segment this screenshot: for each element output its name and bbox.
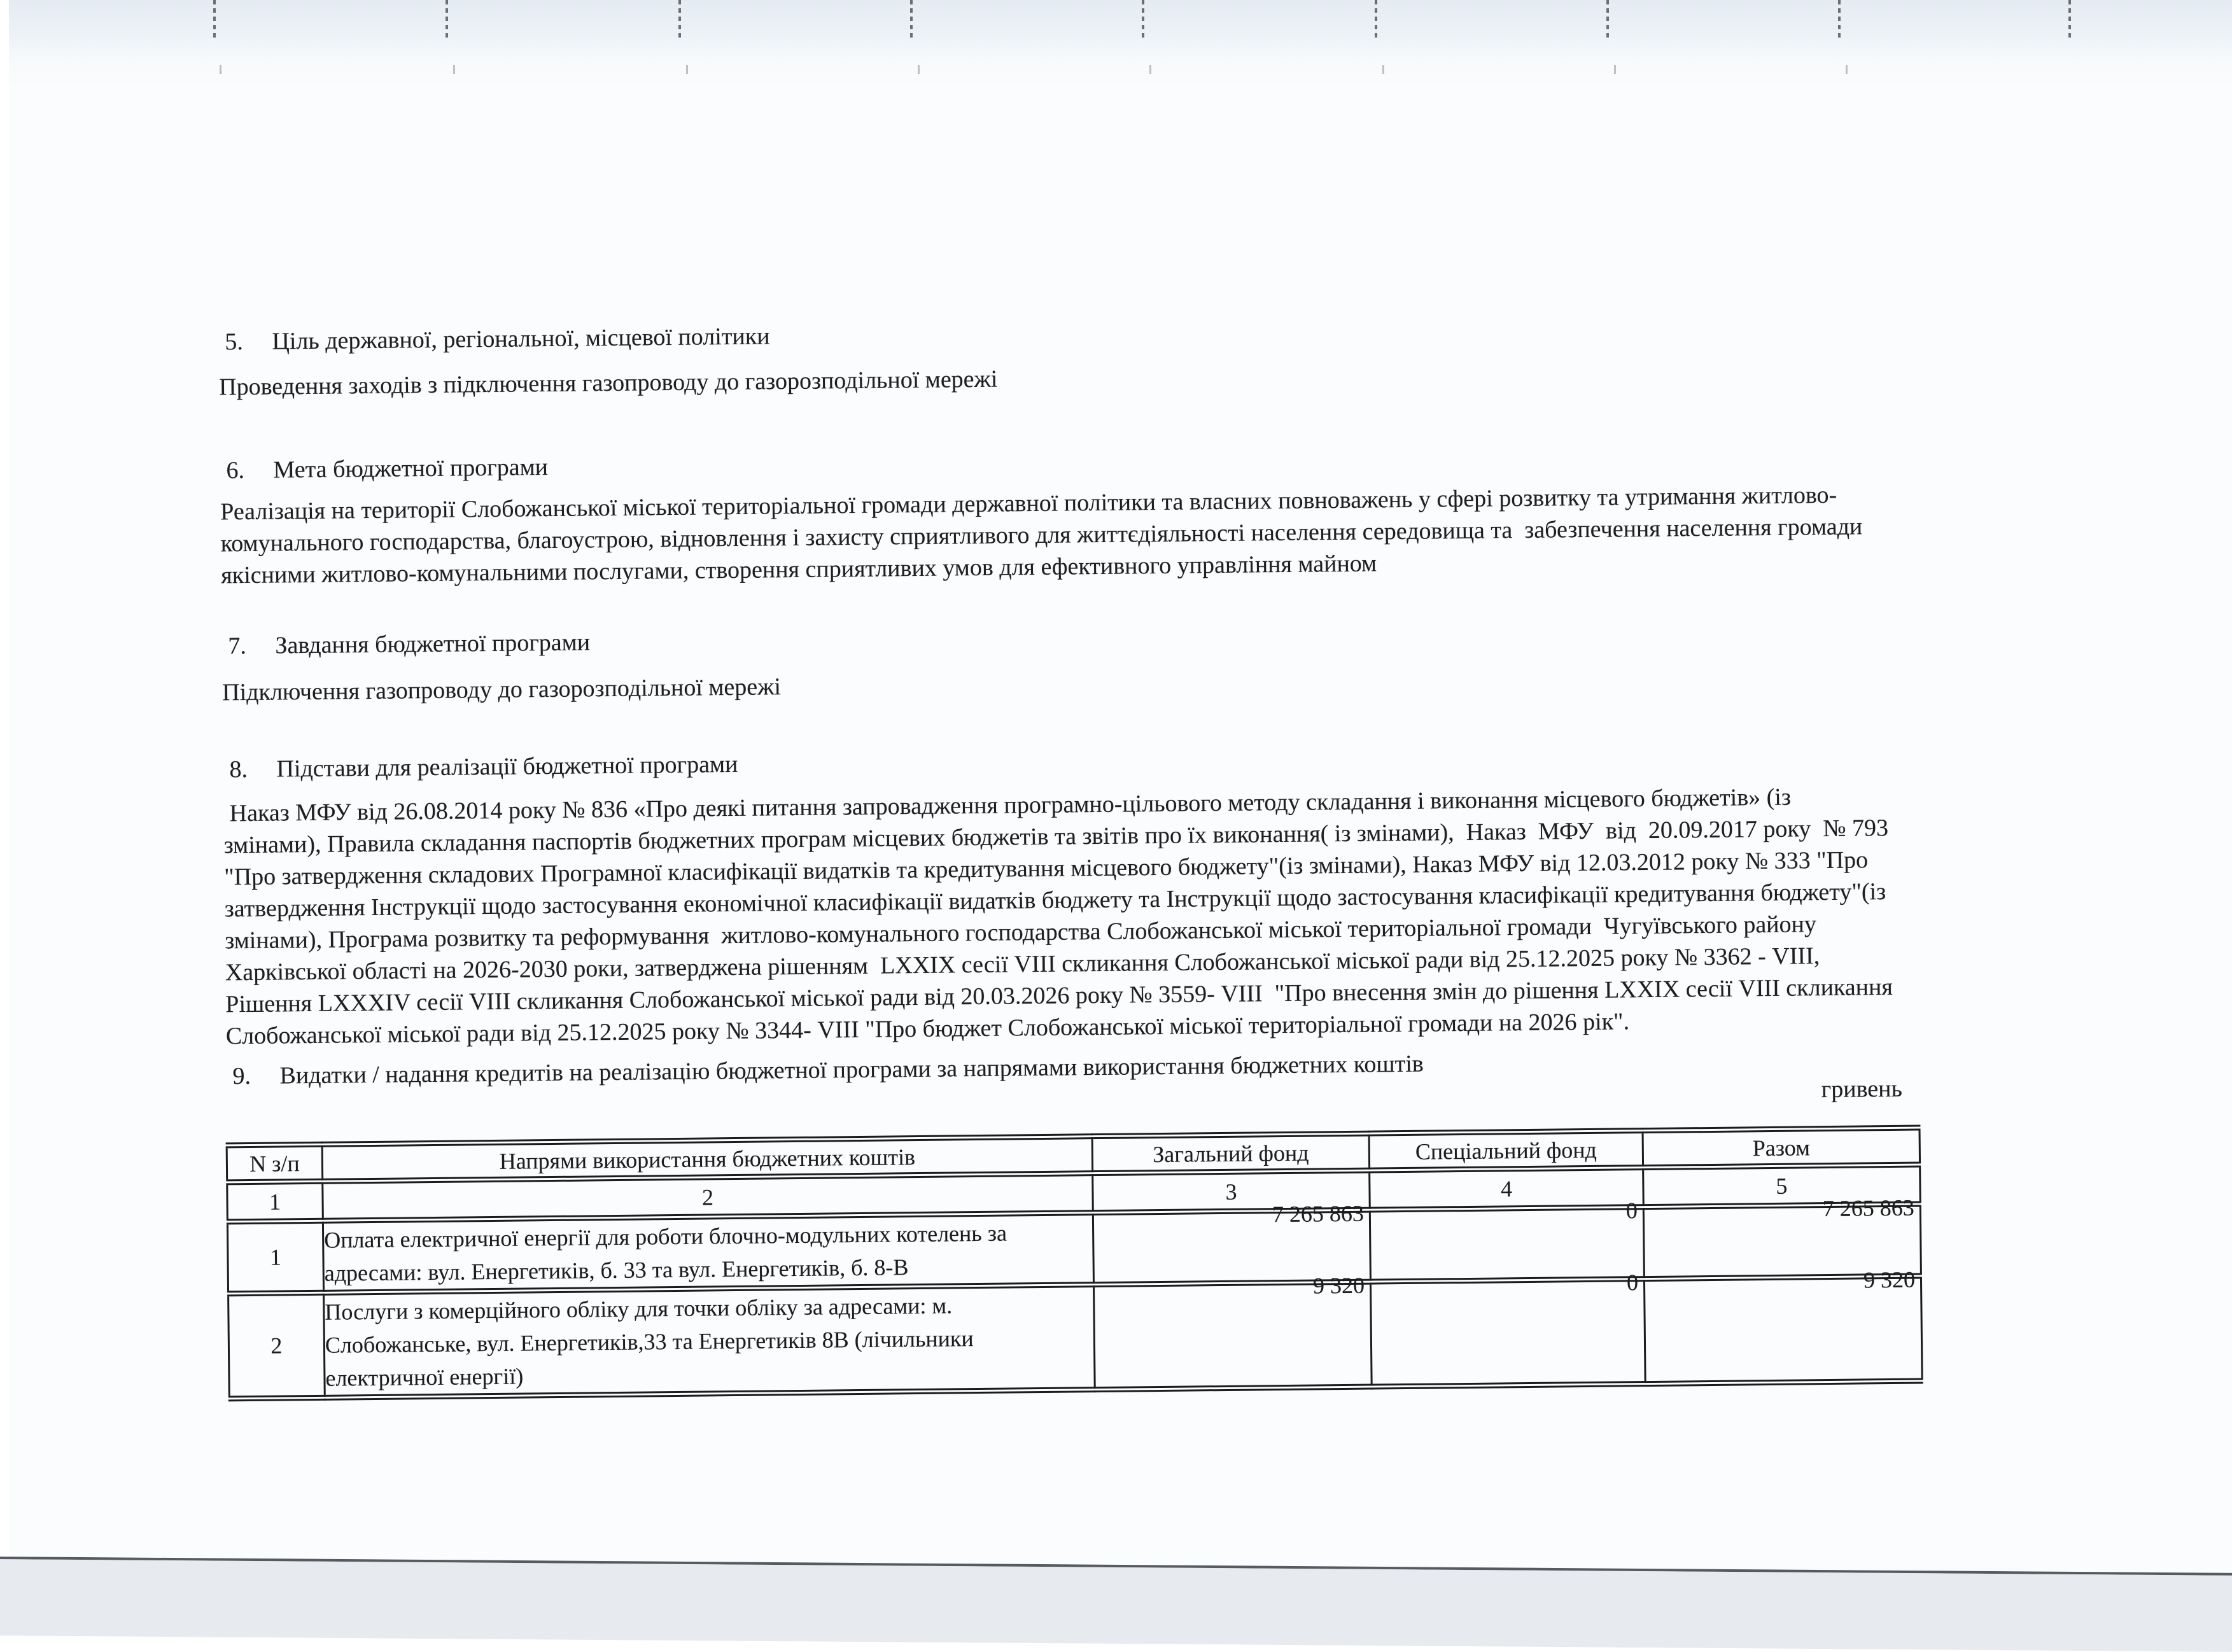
section-6-title: Мета бюджетної програми: [273, 454, 549, 484]
header-special-fund: Спеціальний фонд: [1369, 1130, 1643, 1171]
scan-mark: [1149, 65, 1151, 74]
table-row: 2 Послуги з комерційного обліку для точк…: [228, 1267, 1923, 1399]
scan-mark: [1142, 0, 1144, 41]
scan-mark: [1838, 0, 1841, 41]
section-8-number: 8.: [229, 756, 248, 783]
row-direction: Послуги з комерційного обліку для точки …: [323, 1284, 1095, 1398]
row-direction: Оплата електричної енергії для роботи бл…: [323, 1212, 1094, 1293]
section-8-heading: 8. Підстави для реалізації бюджетної прог…: [229, 732, 2231, 786]
general-fund-value: 7 265 863: [1272, 1200, 1365, 1228]
column-number: 4: [1369, 1167, 1644, 1210]
column-number: 1: [227, 1181, 323, 1222]
scan-mark: [918, 65, 920, 74]
section-7-number: 7.: [228, 633, 247, 660]
header-total: Разом: [1643, 1128, 1920, 1168]
budget-directions-table: N з/п Напрями використання бюджетних кош…: [225, 1124, 1923, 1402]
section-8-title: Підстави для реалізації бюджетної програ…: [276, 750, 738, 783]
scan-mark: [1375, 0, 1377, 41]
row-special-fund: 0: [1370, 1270, 1646, 1387]
scan-mark: [1382, 65, 1384, 74]
section-5-number: 5.: [225, 328, 244, 356]
currency-label: гривень: [1821, 1075, 1903, 1103]
section-6-number: 6.: [226, 457, 245, 484]
scan-mark: [686, 65, 688, 74]
section-6-body: Реалізація на території Слобожанської мі…: [220, 481, 1869, 589]
section-9-title: Видатки / надання кредитів на реалізацію…: [279, 1050, 1424, 1089]
total-value: 9 320: [1863, 1266, 1916, 1293]
scan-mark: [910, 0, 913, 41]
section-5-heading: 5. Ціль державної, регіональної, місцевої…: [225, 304, 2226, 358]
general-fund-value: 9 320: [1312, 1272, 1365, 1299]
scan-mark: [213, 0, 216, 41]
special-fund-value: 0: [1625, 1198, 1638, 1224]
section-9-number: 9.: [232, 1062, 251, 1090]
scan-mark: [1846, 65, 1848, 74]
row-special-fund: 0: [1370, 1198, 1645, 1282]
scan-mark: [1614, 65, 1616, 74]
section-8-body: Наказ МФУ від 26.08.2014 року № 836 «Про…: [223, 783, 1899, 1050]
section-6-heading: 6. Мета бюджетної програми: [226, 433, 2228, 487]
scan-mark: [446, 0, 448, 41]
scan-mark: [220, 65, 221, 74]
scan-mark: [453, 65, 455, 74]
special-fund-value: 0: [1626, 1270, 1639, 1296]
row-number: 1: [227, 1221, 324, 1294]
scan-mark: [2068, 0, 2071, 41]
section-7-title: Завдання бюджетної програми: [275, 629, 591, 659]
section-5-body: Проведення заходів з підключення газопро…: [218, 365, 998, 401]
header-general-fund: Загальний фонд: [1092, 1133, 1370, 1173]
scanner-left-edge: [0, 0, 9, 1578]
scan-mark: [678, 0, 681, 41]
row-number: 2: [228, 1292, 325, 1399]
scan-mark: [1606, 0, 1609, 41]
printed-content: 5. Ціль державної, регіональної, місцевої…: [218, 304, 2231, 1402]
scanner-bed: [0, 1559, 2232, 1652]
section-5-title: Ціль державної, регіональної, місцевої п…: [272, 323, 770, 355]
row-total: 9 320: [1644, 1267, 1923, 1384]
header-row-number: N з/п: [227, 1144, 323, 1182]
total-value: 7 265 863: [1822, 1194, 1915, 1222]
section-7-heading: 7. Завдання бюджетної програми: [228, 608, 2229, 662]
row-general-fund: 9 320: [1093, 1273, 1372, 1390]
section-7-body: Підключення газопроводу до газорозподіль…: [221, 673, 782, 706]
